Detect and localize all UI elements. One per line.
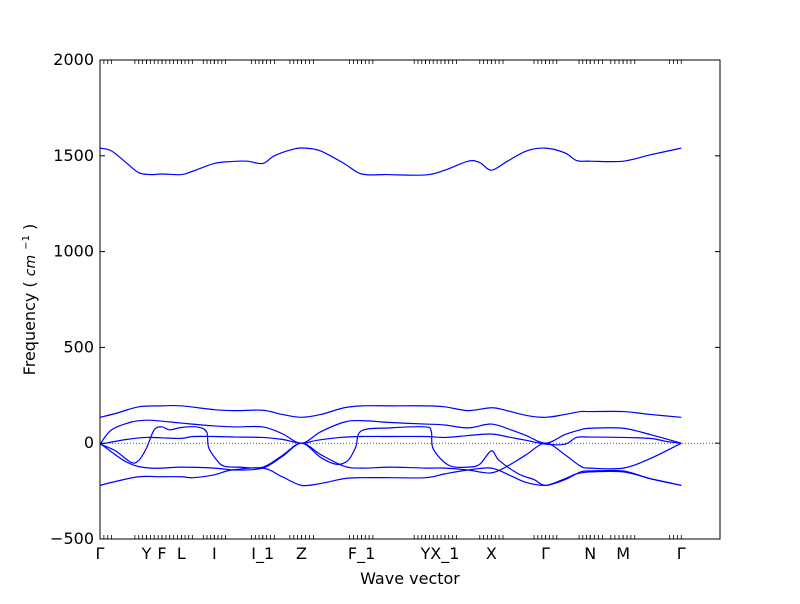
- band-line-1: [99, 147, 682, 176]
- y-axis-label-paren-open: (: [20, 281, 39, 287]
- x-tick-label: X: [486, 544, 497, 563]
- x-tick-label: N: [584, 544, 596, 563]
- x-tick-label: Γ: [541, 544, 550, 563]
- x-tick-label: L: [177, 544, 186, 563]
- band-line-4: [99, 426, 682, 486]
- y-axis-label-exponent: −1: [21, 235, 32, 250]
- y-tick-label: 2000: [53, 50, 94, 69]
- y-axis-label-unit: cm: [23, 255, 39, 276]
- y-tick-label: 1000: [53, 242, 94, 261]
- y-tick-label: 1500: [53, 146, 94, 165]
- x-tick-label: I_1: [251, 544, 274, 564]
- band-line-3: [99, 419, 682, 445]
- y-tick-label: 500: [63, 337, 94, 356]
- x-tick-label: X_1: [430, 544, 459, 564]
- series-layer: [99, 147, 720, 487]
- band-line-7: [99, 467, 682, 487]
- x-axis-label: Wave vector: [360, 569, 460, 588]
- x-tick-label: Y: [420, 544, 431, 563]
- y-tick-label: −500: [50, 529, 94, 548]
- x-tick-label: Z: [296, 544, 307, 563]
- y-axis-label-text: Frequency: [20, 293, 39, 376]
- band-line-5: [99, 433, 682, 446]
- band-line-6: [99, 442, 682, 474]
- x-tick-label: I: [212, 544, 217, 563]
- x-tick-labels: Γ Y F L I I_1 Z F_1 Y X_1 X Γ N M Γ: [96, 544, 686, 564]
- y-axis-label-paren-close: ): [20, 224, 39, 230]
- x-tick-label: Γ: [96, 544, 105, 563]
- x-tick-label: F_1: [348, 544, 375, 564]
- y-tick-labels: 2000 1500 1000 500 0 −500: [50, 50, 94, 548]
- x-tick-label: Γ: [677, 544, 686, 563]
- x-tick-label: F: [157, 544, 166, 563]
- x-tick-label: M: [616, 544, 630, 563]
- x-tick-label: Y: [141, 544, 152, 563]
- plot-frame: [99, 59, 721, 540]
- y-axis-label: Frequency ( cm −1 ): [14, 224, 39, 376]
- y-tick-label: 0: [84, 433, 94, 452]
- band-line-2: [99, 404, 682, 418]
